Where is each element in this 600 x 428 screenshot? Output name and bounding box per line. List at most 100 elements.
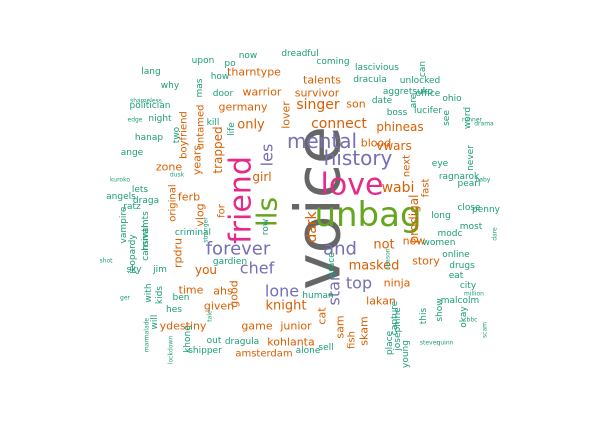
word-pearl: pearl [458, 179, 481, 189]
word-boss: boss [387, 108, 408, 118]
word-city: city [460, 281, 477, 291]
word-jim: jim [152, 265, 167, 275]
word-connect: connect [311, 116, 367, 132]
word-eat: eat [449, 271, 464, 281]
word-see: see [442, 110, 452, 126]
word-hanap: hanap [135, 133, 163, 143]
word-blood: blood [361, 137, 391, 150]
word-next: next [402, 155, 413, 177]
word-okay: okay [459, 306, 469, 328]
word-close: close [457, 203, 481, 213]
word-top: top [346, 274, 372, 293]
word-friend: friend [224, 156, 259, 244]
word-edge: edge [128, 117, 143, 124]
word-can: can [418, 61, 428, 77]
word-amsterdam: amsterdam [235, 349, 292, 360]
word-ydestiny: ydestiny [160, 320, 207, 333]
word-aggretsuko: aggretsuko [383, 87, 434, 97]
word-lover: lover [280, 101, 293, 129]
word-women: women [423, 238, 456, 248]
word-years: years [191, 145, 204, 176]
word-not: not [373, 238, 394, 253]
word-sam: sam [334, 315, 347, 338]
word-vampire: vampire [119, 206, 129, 243]
word-season: season [385, 248, 392, 269]
word-prodigal: prodigal [407, 195, 421, 244]
word-hes: hes [166, 305, 182, 315]
word-date: date [372, 96, 393, 106]
word-kohlanta: kohlanta [267, 336, 315, 349]
word-now: now [403, 235, 426, 248]
word-time: time [179, 284, 204, 297]
word-two: two [172, 126, 182, 143]
word-malcolm: malcolm [441, 296, 480, 306]
word-shipper: shipper [188, 346, 222, 356]
word-runner: runner [462, 117, 483, 124]
word-most: most [460, 222, 483, 232]
word-now: now [239, 51, 258, 61]
word-girl: girl [252, 170, 271, 184]
word-kids: kids [155, 286, 165, 304]
word-will: will [150, 315, 160, 330]
word-untamed: untamed [196, 105, 207, 150]
word-night: night [148, 114, 172, 124]
word-boyfriend: boyfriend [179, 111, 190, 159]
word-dracula: dracula [353, 75, 387, 85]
word-lakan: lakan [366, 295, 396, 308]
word-dusk: dusk [170, 172, 185, 179]
word-phineas: phineas [376, 120, 423, 134]
word-lets: lets [132, 185, 149, 195]
word-lockdown: lockdown [168, 336, 175, 364]
word-tharntype: tharntype [227, 66, 281, 79]
word-bbc: bbc [467, 317, 478, 324]
word-survivor: survivor [295, 87, 340, 100]
word-scam: scam [482, 322, 489, 338]
word-alone: alone [296, 346, 321, 356]
word-forever: forever [206, 239, 271, 260]
word-lone: lone [265, 282, 299, 301]
word-dare: dare [492, 227, 499, 241]
word-history: history [324, 146, 393, 170]
word-talents: talents [303, 74, 341, 87]
word-drugs: drugs [449, 261, 475, 271]
word-sell: sell [318, 343, 333, 353]
word-les: les [258, 144, 277, 167]
word-place: place [385, 330, 395, 355]
word-kill: kill [207, 118, 220, 128]
word-tale: tale [207, 310, 214, 322]
word-zone: zone [156, 161, 182, 174]
word-khong: khong [183, 325, 193, 353]
word-how: how [211, 72, 230, 82]
word-only: only [237, 118, 265, 133]
word-warrior: warrior [243, 86, 282, 99]
word-marmalade: marmalade [144, 318, 151, 353]
word-you: you [195, 263, 217, 277]
word-fast: fast [421, 179, 432, 198]
word-original: original [168, 184, 179, 221]
word-sky: sky [127, 265, 143, 275]
word-eye: eye [432, 159, 449, 169]
word-lascivious: lascivious [355, 63, 399, 73]
word-unbag: unbag [314, 195, 421, 235]
word-ragnarok: ragnarok [439, 172, 480, 182]
word-junior: junior [279, 320, 312, 333]
word-quinn: quinn [437, 340, 454, 347]
word-never: never [466, 145, 476, 171]
word-good: good [228, 280, 241, 307]
word-ange: ange [121, 148, 144, 158]
word-draga: draga [133, 196, 159, 206]
word-coming: coming [316, 57, 349, 67]
word-grace: grace [327, 252, 337, 278]
word-ben: ben [173, 293, 190, 303]
word-carnival: carnival [141, 225, 151, 261]
word-trapped: trapped [211, 126, 225, 173]
word-rpdru: rpdru [172, 238, 185, 268]
word-lang: lang [141, 67, 160, 77]
word-mental: mental [287, 129, 357, 153]
word-ferb: ferb [178, 191, 200, 204]
word-kuroko: kuroko [110, 177, 130, 184]
word-singer: singer [296, 97, 340, 113]
word-ninja: ninja [384, 277, 411, 290]
